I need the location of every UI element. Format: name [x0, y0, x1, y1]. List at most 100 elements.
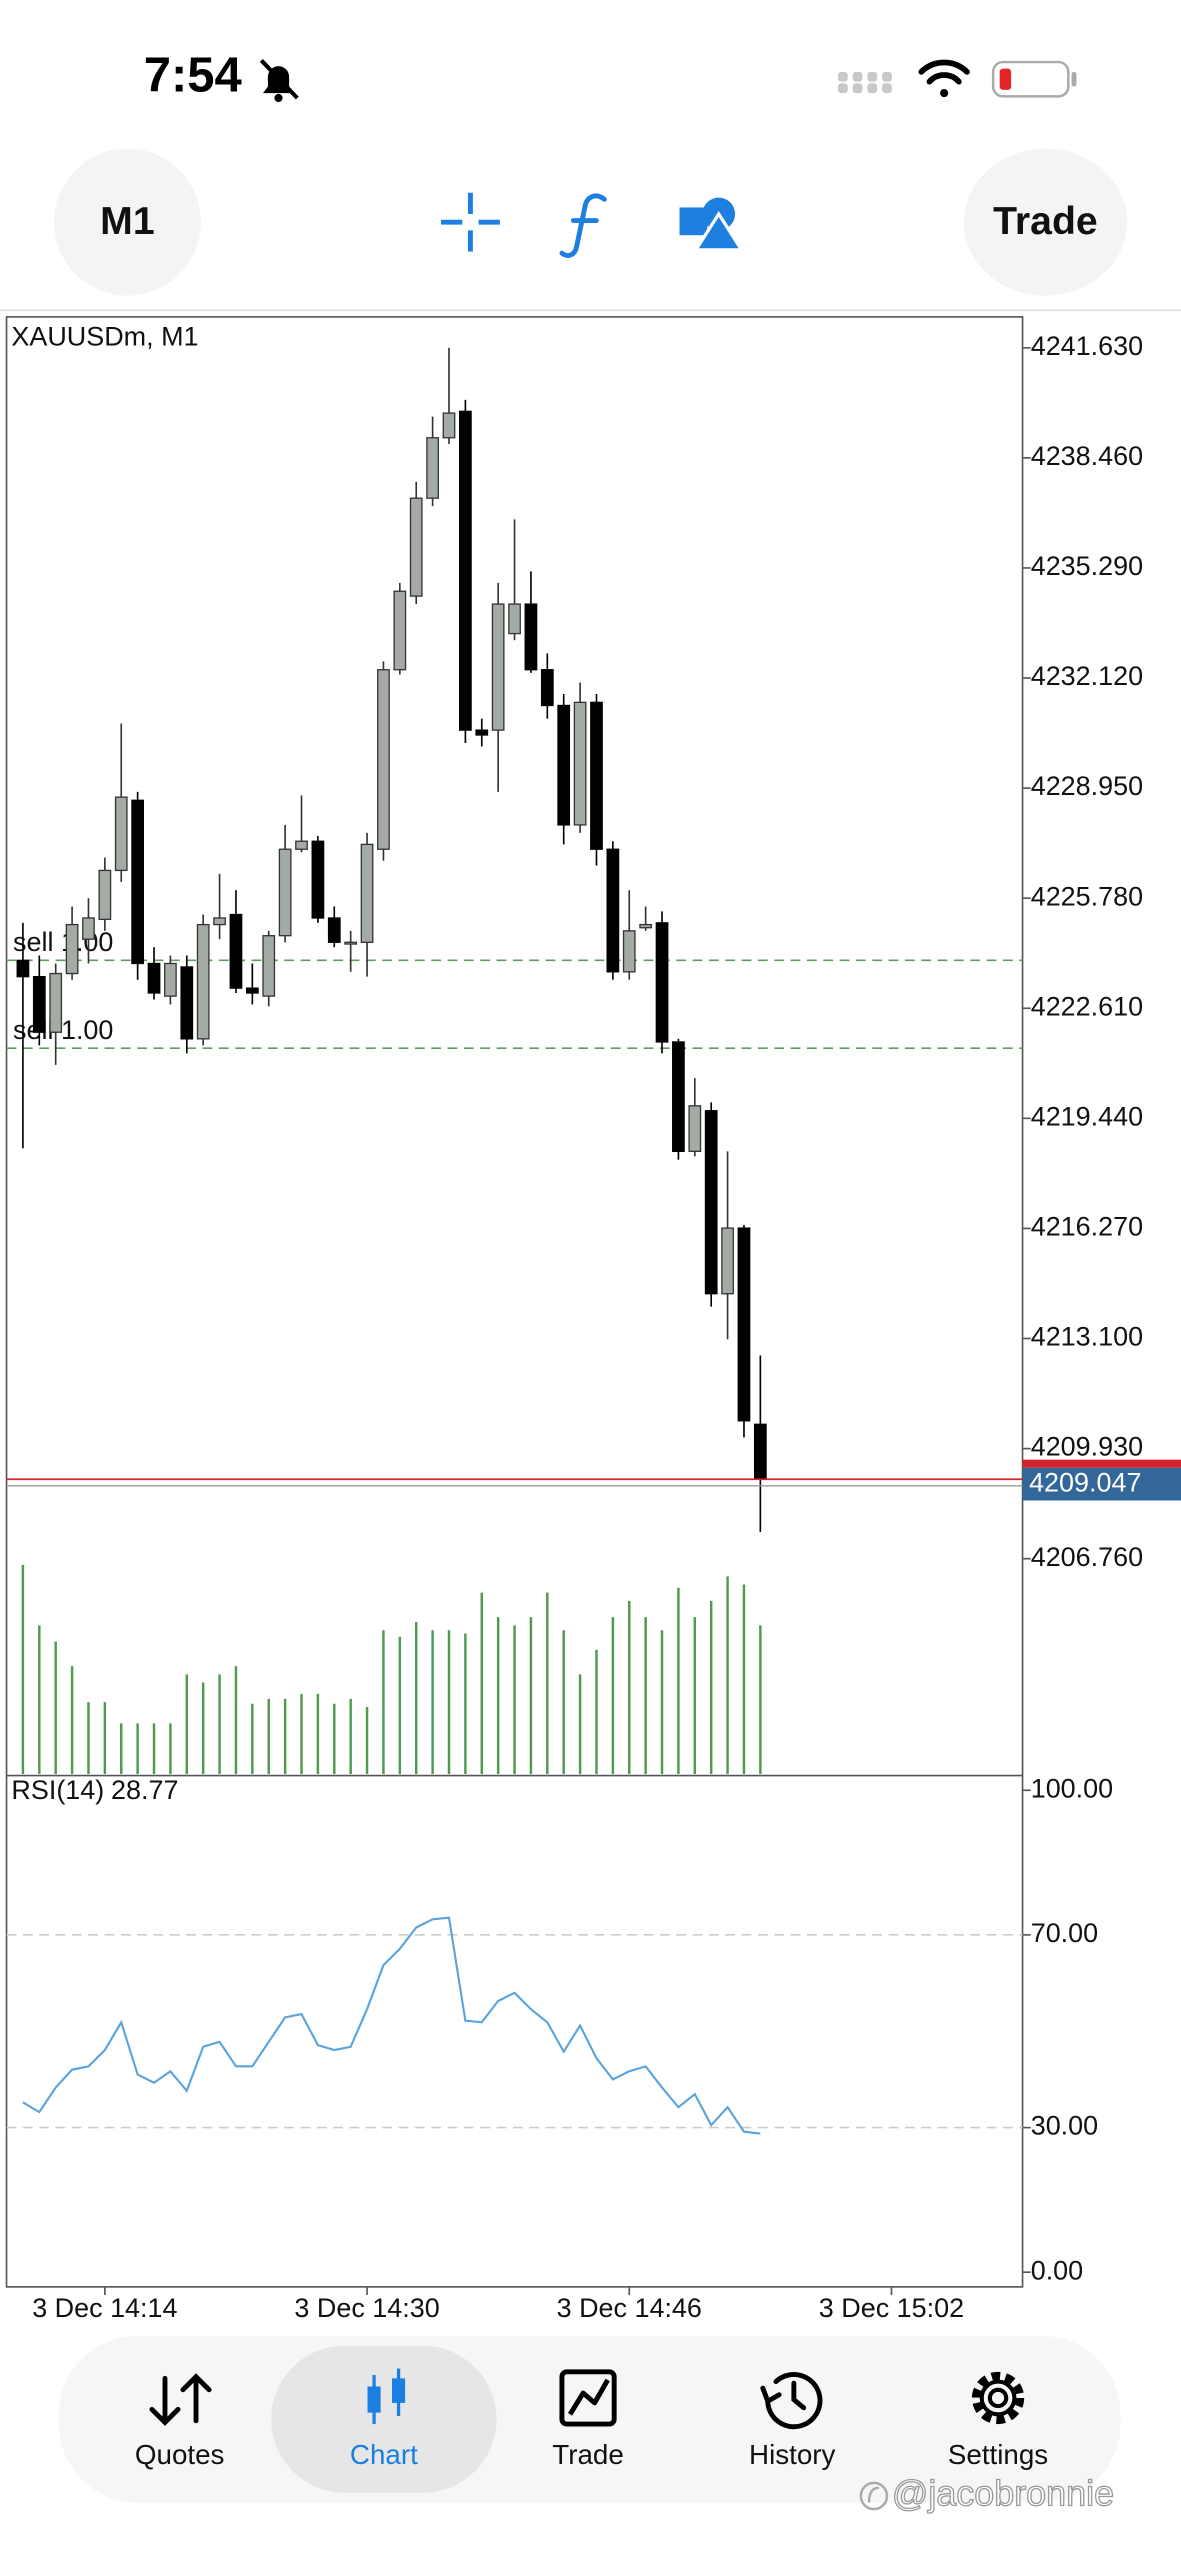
candle-body	[245, 987, 259, 994]
tab-label[interactable]: History	[749, 2439, 835, 2470]
rsi-y-tick-label: 30.00	[1031, 2111, 1098, 2141]
indicators-button[interactable]	[559, 193, 607, 258]
crosshair-button[interactable]	[441, 192, 500, 252]
signal-icon	[837, 71, 892, 94]
candle-body	[704, 1110, 718, 1295]
candle-body	[377, 669, 390, 850]
y-tick-label: 4206.760	[1031, 1542, 1143, 1572]
candle-body	[360, 843, 374, 943]
rsi-y-tick-label: 100.00	[1031, 1773, 1113, 1803]
timeframe-button[interactable]	[53, 148, 201, 296]
candle-body	[540, 669, 554, 707]
candle-body	[393, 590, 407, 671]
x-tick-label: 3 Dec 14:30	[294, 2293, 439, 2323]
candle-body	[98, 869, 112, 921]
watermark: @jacobronnie	[892, 2472, 1114, 2513]
candle-body	[262, 935, 276, 997]
candle-body	[688, 1105, 702, 1152]
status-time: 7:54	[144, 48, 242, 102]
tab-label[interactable]: Settings	[948, 2439, 1048, 2470]
y-tick-label: 4209.930	[1031, 1432, 1143, 1462]
candle-body	[131, 799, 145, 965]
candle-body	[491, 603, 505, 731]
candle-body	[196, 923, 210, 1040]
candle-body	[164, 962, 177, 997]
candle-body	[426, 437, 439, 499]
candle-body	[49, 972, 63, 1033]
watermark-icon	[859, 2481, 889, 2511]
y-tick-label: 4219.440	[1031, 1101, 1143, 1131]
y-tick-label: 4216.270	[1031, 1212, 1143, 1242]
rsi-y-tick-label: 0.00	[1031, 2255, 1083, 2285]
candle-body	[737, 1227, 751, 1422]
wifi-icon	[918, 59, 970, 98]
candle-body	[508, 603, 521, 635]
y-tick-label: 4235.290	[1031, 551, 1143, 581]
timeframe-label[interactable]: M1	[100, 200, 154, 243]
battery-icon	[991, 60, 1077, 98]
y-tick-label: 4213.100	[1031, 1322, 1143, 1352]
rsi-value: 28.77	[111, 1775, 178, 1805]
y-tick-label: 4241.630	[1031, 331, 1143, 361]
y-tick-label: 4225.780	[1031, 881, 1143, 911]
rsi-y-tick-label: 70.00	[1031, 1918, 1098, 1948]
candle-body	[147, 962, 161, 994]
trade-icon[interactable]	[559, 2369, 617, 2427]
mute-icon	[259, 59, 299, 103]
candle-body	[229, 913, 243, 989]
history-icon[interactable]	[760, 2372, 823, 2430]
tab-label[interactable]: Chart	[350, 2439, 418, 2470]
candle-body	[311, 840, 325, 919]
candle-body	[295, 840, 308, 850]
candle-body	[622, 930, 636, 973]
x-tick-label: 3 Dec 15:02	[819, 2293, 964, 2323]
candle-body	[409, 497, 423, 597]
candle-body	[475, 729, 489, 736]
candle-body	[213, 917, 226, 926]
order-label: sell 1.00	[13, 927, 113, 957]
y-tick-label: 4238.460	[1031, 441, 1143, 471]
candle-body	[82, 917, 95, 940]
tab-layer: Quotes Chart Trade History Settings	[135, 2345, 1048, 2493]
candle-body	[639, 923, 653, 929]
settings-icon[interactable]	[971, 2371, 1025, 2425]
chart-layer: 4241.630 4238.460 4235.290 4232.120 4228.950…	[6, 331, 1181, 2323]
active-tab	[271, 2345, 497, 2493]
objects-button[interactable]	[679, 197, 745, 252]
candle-body	[114, 796, 128, 872]
bid-label: 4209.047	[1029, 1467, 1141, 1497]
y-tick-label: 4228.950	[1031, 771, 1143, 801]
tab-label[interactable]: Trade	[552, 2439, 623, 2470]
bid-box	[1022, 1467, 1181, 1501]
candle-body	[442, 412, 456, 439]
candle-body	[65, 923, 79, 975]
x-tick-label: 3 Dec 14:46	[557, 2293, 702, 2323]
candle-body	[32, 976, 46, 1033]
candle-body	[16, 959, 30, 978]
candle-body	[753, 1423, 767, 1480]
candle-body	[557, 704, 571, 826]
tab-label[interactable]: Quotes	[135, 2439, 224, 2470]
y-tick-label: 4232.120	[1031, 661, 1143, 691]
chart-frame	[5, 316, 1024, 2288]
candle-body	[721, 1227, 734, 1295]
quotes-icon[interactable]	[149, 2373, 212, 2426]
candle-body	[672, 1041, 685, 1152]
candle-body	[180, 966, 194, 1040]
chart-icon[interactable]	[367, 2368, 406, 2425]
candle-body	[278, 848, 292, 937]
candle-body	[606, 848, 620, 973]
y-tick-label: 4222.610	[1031, 991, 1143, 1021]
trade-button[interactable]	[963, 148, 1128, 296]
rsi-title: RSI(14)	[11, 1775, 104, 1805]
trade-button-label[interactable]: Trade	[993, 200, 1098, 243]
candle-body	[590, 701, 603, 850]
bid-marker	[1022, 1459, 1181, 1468]
x-tick-label: 3 Dec 14:14	[32, 2293, 177, 2323]
candle-body	[524, 603, 538, 671]
candle-body	[573, 701, 587, 826]
chart-title: XAUUSDm, M1	[11, 321, 198, 351]
candle-body	[655, 922, 669, 1043]
